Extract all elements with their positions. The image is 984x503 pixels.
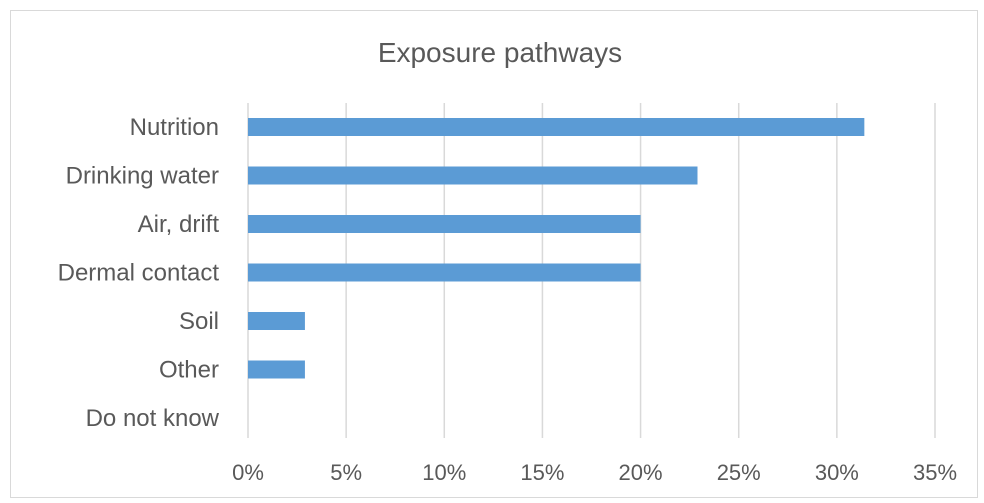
category-labels: Nutrition Drinking water Air, drift Dermal … xyxy=(58,114,220,432)
x-tick-label: 10% xyxy=(422,460,466,485)
bar xyxy=(248,118,865,136)
bar xyxy=(248,263,641,282)
category-label: Do not know xyxy=(86,405,220,432)
bar xyxy=(248,360,305,379)
x-tick-label: 5% xyxy=(330,460,362,485)
category-label: Drinking water xyxy=(66,163,219,190)
category-label: Dermal contact xyxy=(58,260,220,287)
bar xyxy=(248,312,305,330)
x-tick-label: 15% xyxy=(520,460,564,485)
x-tick-label: 25% xyxy=(717,460,761,485)
x-tick-label: 0% xyxy=(232,460,264,485)
category-label: Soil xyxy=(179,308,219,335)
chart-title: Exposure pathways xyxy=(378,37,622,68)
x-tick-label: 30% xyxy=(815,460,859,485)
category-label: Other xyxy=(159,357,219,384)
bar xyxy=(248,166,698,185)
category-label: Nutrition xyxy=(130,114,219,141)
x-tick-label: 20% xyxy=(619,460,663,485)
chart-frame xyxy=(10,10,978,498)
x-tick-labels: 0% 5% 10% 15% 20% 25% 30% 35% xyxy=(232,460,957,485)
category-label: Air, drift xyxy=(138,211,220,238)
bars xyxy=(248,118,865,379)
x-tick-label: 35% xyxy=(913,460,957,485)
bar xyxy=(248,215,641,233)
